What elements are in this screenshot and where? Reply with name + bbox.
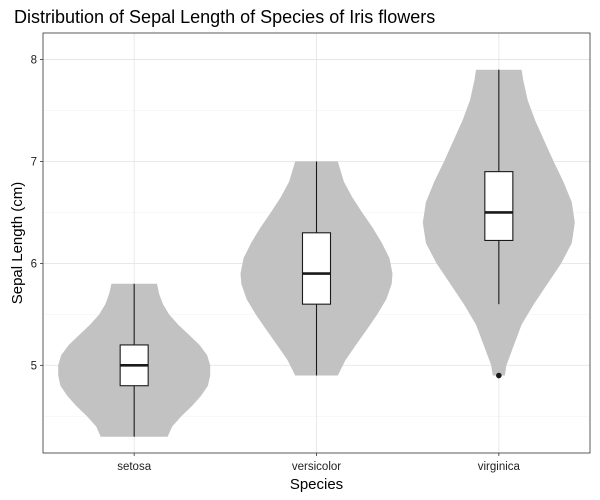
x-tick-label-virginica: virginica — [478, 461, 521, 473]
box-plots — [119, 69, 514, 437]
y-axis: 5 6 7 8 — [31, 55, 43, 372]
y-tick-label: 5 — [31, 360, 37, 372]
y-tick-label: 6 — [31, 258, 37, 270]
x-tick-label-setosa: setosa — [117, 461, 151, 473]
y-tick-label: 8 — [31, 55, 37, 67]
x-axis-title: Species — [290, 476, 343, 493]
box-versicolor — [301, 232, 332, 305]
chart-title: Distribution of Sepal Length of Species … — [14, 7, 435, 27]
box-virginica — [484, 171, 514, 242]
outlier-point-virginica — [496, 372, 502, 379]
x-tick-label-versicolor: versicolor — [292, 461, 341, 473]
y-axis-title: Sepal Length (cm) — [9, 182, 26, 305]
y-tick-label: 7 — [31, 156, 37, 168]
x-axis: setosa versicolor virginica — [117, 453, 521, 473]
